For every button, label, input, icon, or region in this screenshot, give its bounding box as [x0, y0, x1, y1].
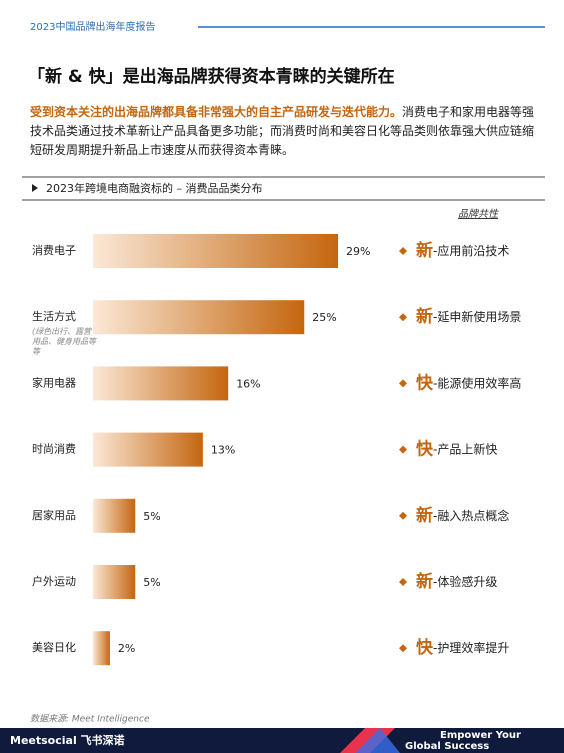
arrow — [32, 184, 38, 192]
trait-text: -能源使用效率高 — [433, 375, 521, 390]
intro-body: 消费电子和家用电器等强技术品类通过技术革新让产品具备更多功能；而消费时尚和美容日… — [30, 105, 535, 157]
footer-slogan: Empower Your — [440, 730, 521, 741]
trait: 新-融入热点概念 — [416, 505, 509, 526]
footer-bar — [0, 728, 564, 753]
trait-mark: 新 — [416, 306, 433, 327]
report-name: 2023中国品牌出海年度报告 — [30, 22, 156, 33]
source: 数据来源: Meet Intelligence — [30, 714, 150, 725]
category-note-text: (绿色出行、露营用品、健身用品等等 — [32, 327, 98, 356]
category-note: (绿色出行、露营用品、健身用品等等 — [32, 327, 98, 356]
trait-mark: 快 — [416, 439, 434, 460]
value-label: 25% — [312, 311, 336, 324]
bar — [93, 366, 229, 401]
trait-mark: 快 — [416, 372, 434, 393]
trait-text: -体验感升级 — [433, 574, 497, 589]
chart-title: 2023年跨境电商融资标的 – 消费品品类分布 — [46, 181, 263, 195]
note-line: 用品、健身用品等 — [32, 337, 98, 346]
value-label: 5% — [143, 576, 160, 589]
footer-slogan: Global Success — [405, 741, 489, 752]
value-label: 16% — [236, 377, 260, 390]
bar — [93, 631, 110, 666]
bar — [93, 300, 305, 335]
category-label: 时尚消费 — [32, 442, 76, 456]
trait: 快-产品上新快 — [416, 439, 497, 460]
category-label: 居家用品 — [32, 508, 76, 522]
trait: 新-体验感升级 — [416, 571, 497, 592]
value-label: 29% — [346, 245, 370, 258]
trait-mark: 新 — [416, 571, 433, 592]
bar — [93, 498, 136, 533]
trait-mark: 快 — [416, 637, 434, 658]
trait-text: -产品上新快 — [433, 441, 497, 456]
intro-highlight: 受到资本关注的出海品牌都具备非常强大的自主产品研发与迭代能力。 — [30, 105, 403, 119]
category-label: 户外运动 — [32, 574, 76, 588]
value-label: 2% — [118, 642, 135, 655]
value-label: 13% — [211, 444, 235, 457]
trait: 新-应用前沿技术 — [416, 240, 509, 261]
category-label: 消费电子 — [32, 243, 76, 257]
bullet — [399, 578, 407, 586]
bullet — [399, 379, 407, 388]
footer-brand: Meetsocial 飞书深诺 — [10, 733, 125, 747]
trait-text: -融入热点概念 — [433, 507, 509, 522]
category-label: 生活方式 — [32, 309, 76, 323]
bullet — [399, 511, 407, 520]
bullet — [399, 445, 407, 454]
category-label: 家用电器 — [32, 375, 76, 389]
traits-title: 品牌共性 — [458, 208, 499, 220]
intro: 受到资本关注的出海品牌都具备非常强大的自主产品研发与迭代能力。消费电子和家用电器… — [30, 103, 535, 160]
value-label: 5% — [143, 510, 160, 523]
trait: 快-能源使用效率高 — [416, 372, 521, 393]
trait-text: -应用前沿技术 — [433, 243, 509, 258]
trait-mark: 新 — [416, 505, 433, 526]
bullet — [399, 313, 407, 322]
bullet — [399, 644, 407, 653]
footer-shape — [355, 728, 400, 753]
bar — [93, 565, 136, 599]
bar — [93, 234, 339, 268]
note-line: (绿色出行、露营 — [32, 327, 93, 336]
trait: 快-护理效率提升 — [416, 637, 509, 658]
trait: 新-延申新使用场景 — [416, 306, 521, 327]
note-line: 等 — [32, 347, 42, 356]
page-title: 「新 & 快」是出海品牌获得资本青睐的关键所在 — [28, 67, 395, 87]
trait-text: -护理效率提升 — [433, 640, 509, 655]
trait-mark: 新 — [416, 240, 433, 261]
bar — [93, 432, 203, 467]
bullet — [399, 247, 407, 255]
category-label: 美容日化 — [32, 640, 76, 654]
trait-text: -延申新使用场景 — [433, 309, 521, 324]
